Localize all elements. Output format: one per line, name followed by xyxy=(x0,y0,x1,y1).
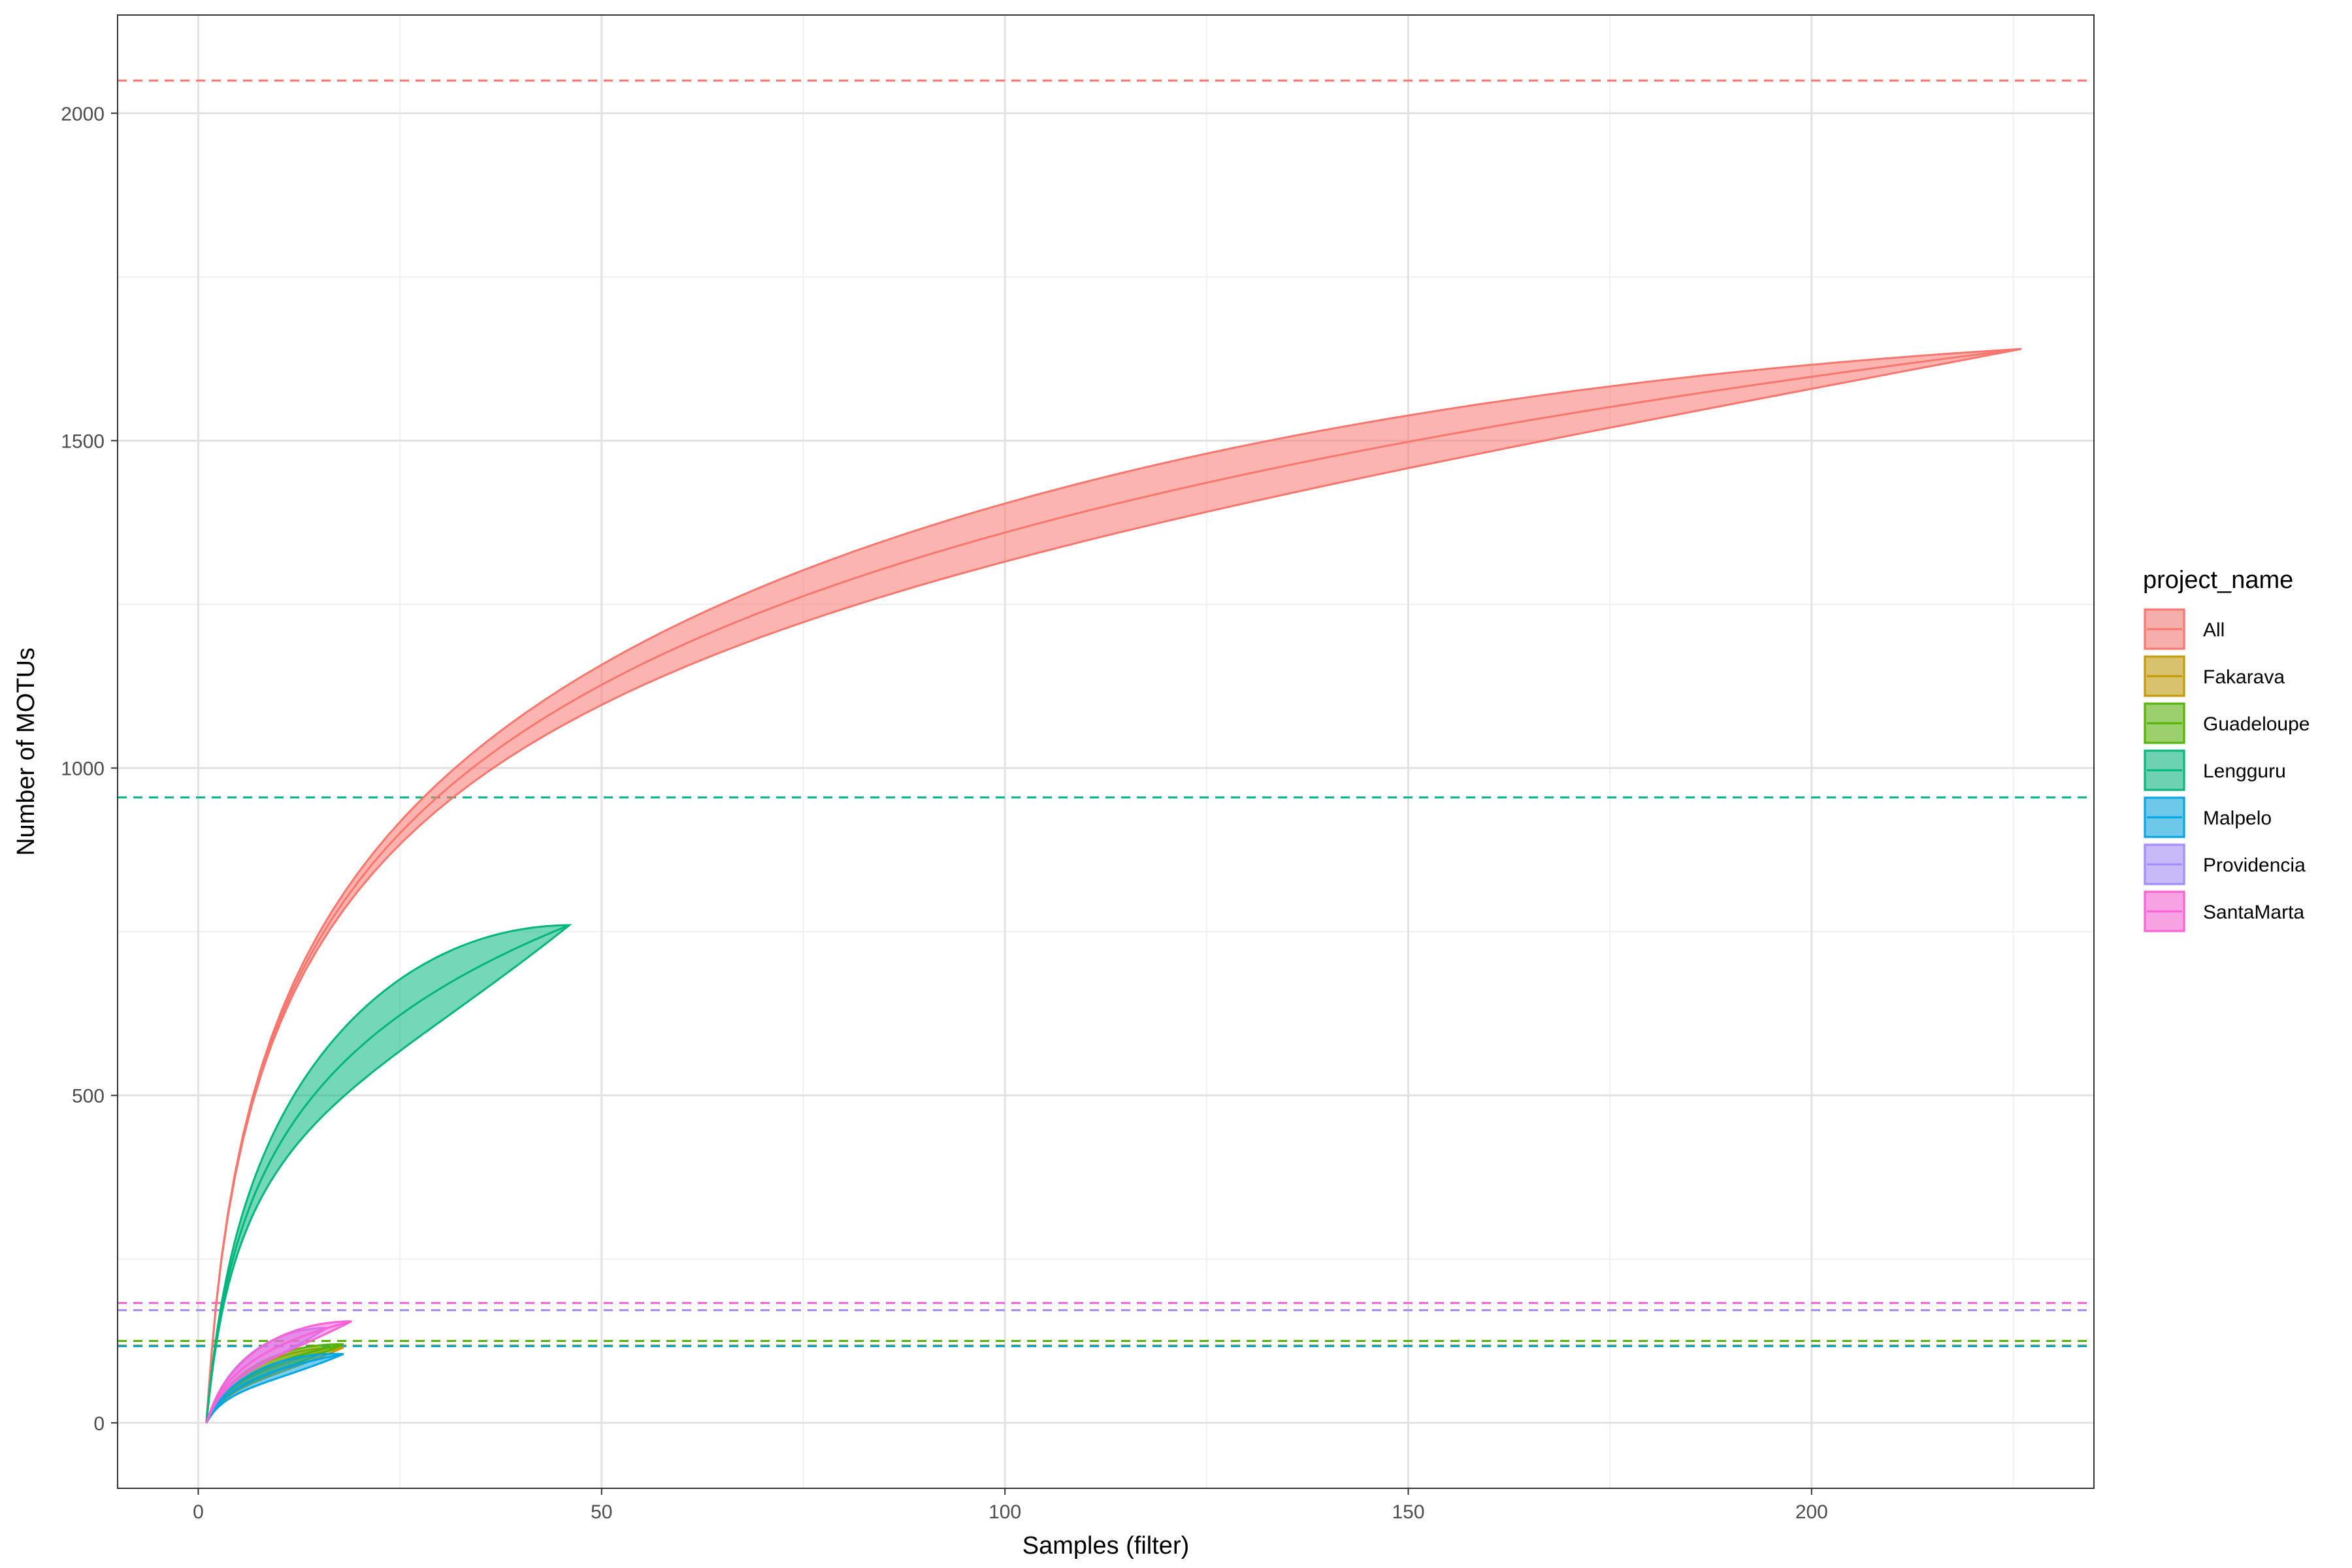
legend: project_name All Fakarava Guadeloupe Lenggu… xyxy=(2143,566,2310,933)
legend-item-malpelo: Malpelo xyxy=(2143,796,2272,839)
y-tick-label: 2000 xyxy=(61,103,105,125)
curve-all xyxy=(205,348,2022,1423)
legend-item-guadeloupe: Guadeloupe xyxy=(2143,702,2310,745)
legend-label: Lengguru xyxy=(2203,760,2286,782)
x-tick-label: 200 xyxy=(1795,1501,1828,1523)
x-tick-label: 0 xyxy=(193,1501,204,1523)
asymptote-lines xyxy=(118,79,2094,1348)
legend-label: Providencia xyxy=(2203,855,2306,876)
legend-item-all: All xyxy=(2143,608,2225,651)
plot-background xyxy=(118,15,2094,1488)
y-axis-title: Number of MOTUs xyxy=(12,647,40,856)
curve-santamarta xyxy=(205,1320,352,1424)
legend-item-fakarava: Fakarava xyxy=(2143,655,2285,698)
grid-lines xyxy=(118,15,2094,1488)
legend-label: Malpelo xyxy=(2203,808,2272,829)
legend-item-santamarta: SantaMarta xyxy=(2143,890,2304,933)
x-axis-title: Samples (filter) xyxy=(1022,1532,1190,1560)
x-tick-label: 50 xyxy=(591,1501,612,1523)
curve-malpelo xyxy=(205,1353,344,1424)
legend-label: SantaMarta xyxy=(2203,902,2304,923)
y-tick-label: 1500 xyxy=(61,431,105,452)
y-tick-label: 0 xyxy=(93,1413,105,1435)
legend-label: Guadeloupe xyxy=(2203,713,2310,735)
plot-border xyxy=(117,14,2095,1489)
legend-item-providencia: Providencia xyxy=(2143,843,2306,886)
y-tick-label: 500 xyxy=(72,1086,105,1107)
legend-label: Fakarava xyxy=(2203,666,2285,688)
rarefaction-ribbons xyxy=(205,348,2022,1424)
y-tick-label: 1000 xyxy=(61,759,105,780)
legend-item-lengguru: Lengguru xyxy=(2143,749,2286,792)
legend-title: project_name xyxy=(2143,566,2293,594)
x-tick-label: 100 xyxy=(988,1501,1021,1523)
x-tick-label: 150 xyxy=(1392,1501,1424,1523)
legend-label: All xyxy=(2203,619,2225,641)
curve-lengguru xyxy=(205,924,570,1423)
